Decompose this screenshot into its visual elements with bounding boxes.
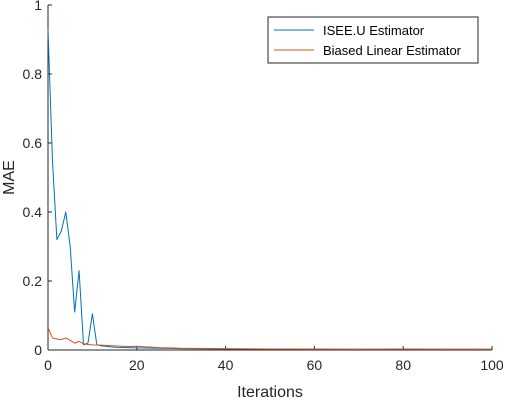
x-tick-label: 0 (44, 357, 52, 373)
axes: 0 20 40 60 80 100 0 0.2 0.4 0.6 0.8 1 (23, 0, 504, 373)
y-axis-label: MAE (1, 160, 18, 195)
y-tick-label: 1 (34, 0, 42, 13)
y-tick-label: 0.4 (23, 204, 43, 220)
series-line-2 (47, 327, 492, 350)
legend-label-2: Biased Linear Estimator (323, 43, 462, 58)
x-tick-label: 40 (218, 357, 234, 373)
y-tick-label: 0.6 (23, 135, 43, 151)
x-axis-label: Iterations (237, 384, 303, 400)
x-tick-label: 80 (395, 357, 411, 373)
legend-box (267, 16, 479, 64)
legend-label-1: ISEE.U Estimator (323, 23, 425, 38)
y-tick-label: 0 (34, 342, 42, 358)
series-group (47, 29, 492, 350)
y-tick-label: 0.2 (23, 273, 43, 289)
y-tick-label: 0.8 (23, 66, 43, 82)
series-line-1 (47, 29, 492, 350)
x-tick-label: 20 (129, 357, 145, 373)
legend: ISEE.U Estimator Biased Linear Estimator (267, 16, 479, 64)
x-tick-label: 60 (307, 357, 323, 373)
x-tick-label: 100 (480, 357, 504, 373)
